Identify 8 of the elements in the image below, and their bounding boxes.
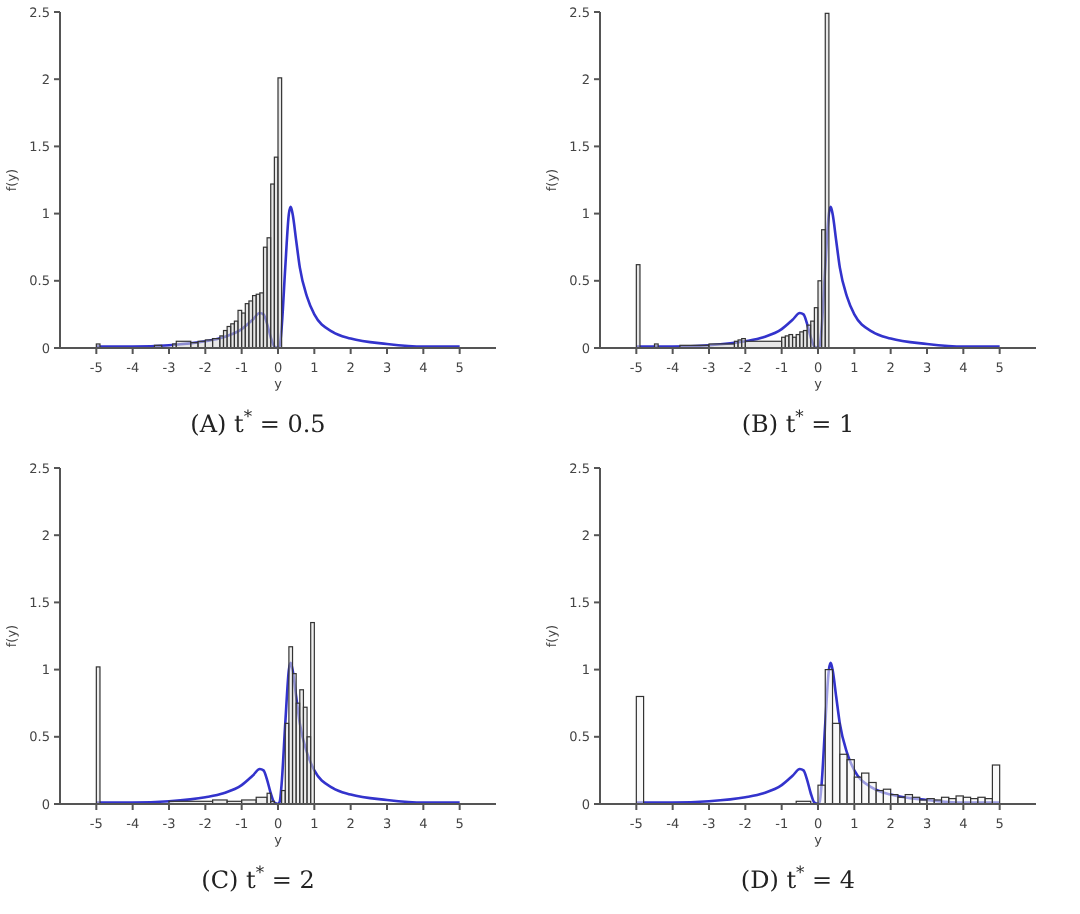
text: (B) t$^{*}$ = 1 (741, 406, 855, 438)
text: (C) t$^{*}$ = 2 (201, 862, 315, 894)
text: (D) t$^{*}$ = 4 (740, 862, 856, 894)
line-series (95, 205, 461, 350)
line-series (635, 205, 1001, 350)
text: (A) t$^{*}$ = 0.5 (190, 406, 326, 438)
line-series (95, 661, 461, 806)
line-series (635, 661, 1001, 806)
